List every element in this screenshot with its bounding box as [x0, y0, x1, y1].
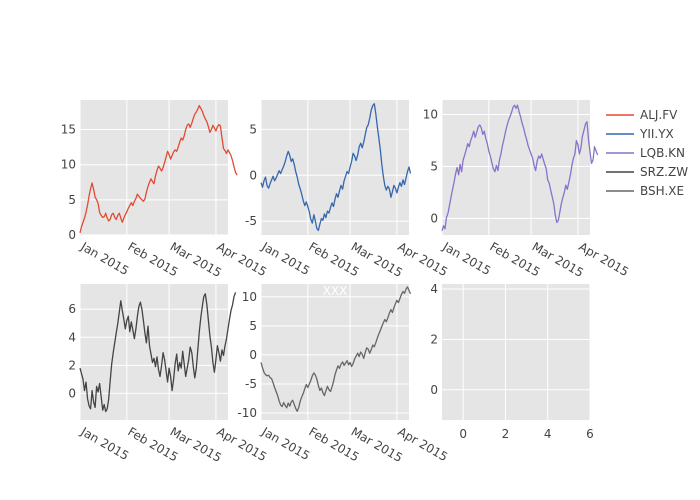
x-tick-label: Jan 2015 — [259, 424, 313, 463]
x-tick-label: Apr 2015 — [395, 239, 450, 279]
x-tick-label: 0 — [459, 427, 467, 441]
legend: ALJ.FV YII.YX LQB.KN SRZ.ZW BSH.XE — [606, 108, 688, 198]
x-tick-label: Apr 2015 — [214, 239, 269, 279]
series-line-LQB.KN — [441, 104, 599, 231]
x-tick-label: 6 — [586, 427, 594, 441]
y-tick-label: 4 — [68, 330, 76, 344]
legend-item[interactable]: BSH.XE — [606, 184, 684, 198]
y-tick-label: 10 — [423, 108, 438, 122]
plot-area — [442, 100, 590, 235]
plot-area — [80, 284, 228, 420]
y-tick-label: 5 — [249, 319, 257, 333]
x-tick-label: 4 — [544, 427, 552, 441]
legend-label: BSH.XE — [640, 184, 684, 198]
y-tick-label: 10 — [61, 158, 76, 172]
y-tick-label: 5 — [249, 122, 257, 136]
legend-item[interactable]: YII.YX — [606, 127, 674, 141]
y-tick-label: 0 — [68, 228, 76, 242]
y-tick-label: 0 — [430, 211, 438, 225]
x-tick-label: Jan 2015 — [78, 239, 132, 278]
series-line-ALJ.FV — [79, 104, 238, 234]
legend-item[interactable]: SRZ.ZW — [606, 165, 688, 179]
subplot-6: 0 2 4 0 2 4 6 — [430, 282, 593, 441]
legend-label: SRZ.ZW — [640, 165, 688, 179]
plot-area — [80, 100, 228, 235]
x-tick-label: Apr 2015 — [395, 424, 450, 464]
x-tick-label: Jan 2015 — [259, 239, 313, 278]
annotation-label: XXX — [323, 284, 348, 298]
y-tick-label: 0 — [249, 348, 257, 362]
series-line-SRZ.ZW — [79, 292, 237, 413]
legend-item[interactable]: LQB.KN — [606, 146, 685, 160]
y-tick-label: 6 — [68, 302, 76, 316]
plot-area — [261, 284, 409, 420]
y-tick-label: 2 — [68, 358, 76, 372]
series-line-BSH.XE — [260, 286, 412, 412]
y-tick-label: 10 — [242, 290, 257, 304]
y-tick-label: 0 — [430, 383, 438, 397]
y-tick-label: 5 — [68, 193, 76, 207]
y-tick-label: 0 — [249, 168, 257, 182]
x-tick-label: 2 — [502, 427, 510, 441]
y-tick-label: -10 — [237, 406, 257, 420]
legend-label: ALJ.FV — [640, 108, 678, 122]
y-tick-label: 2 — [430, 332, 438, 346]
plot-area — [442, 284, 590, 420]
x-tick-label: Apr 2015 — [214, 424, 269, 464]
y-tick-label: 4 — [430, 282, 438, 296]
plot-area — [261, 100, 409, 235]
legend-label: LQB.KN — [640, 146, 685, 160]
x-tick-label: Jan 2015 — [440, 239, 494, 278]
x-tick-label: Apr 2015 — [576, 239, 631, 279]
series-line-YII.YX — [260, 103, 412, 232]
legend-label: YII.YX — [639, 127, 674, 141]
x-tick-label: Jan 2015 — [78, 424, 132, 463]
y-tick-label: 5 — [430, 159, 438, 173]
y-tick-label: 0 — [68, 386, 76, 400]
legend-item[interactable]: ALJ.FV — [606, 108, 678, 122]
y-tick-label: -5 — [245, 214, 257, 228]
y-tick-label: -5 — [245, 377, 257, 391]
y-tick-label: 15 — [61, 123, 76, 137]
